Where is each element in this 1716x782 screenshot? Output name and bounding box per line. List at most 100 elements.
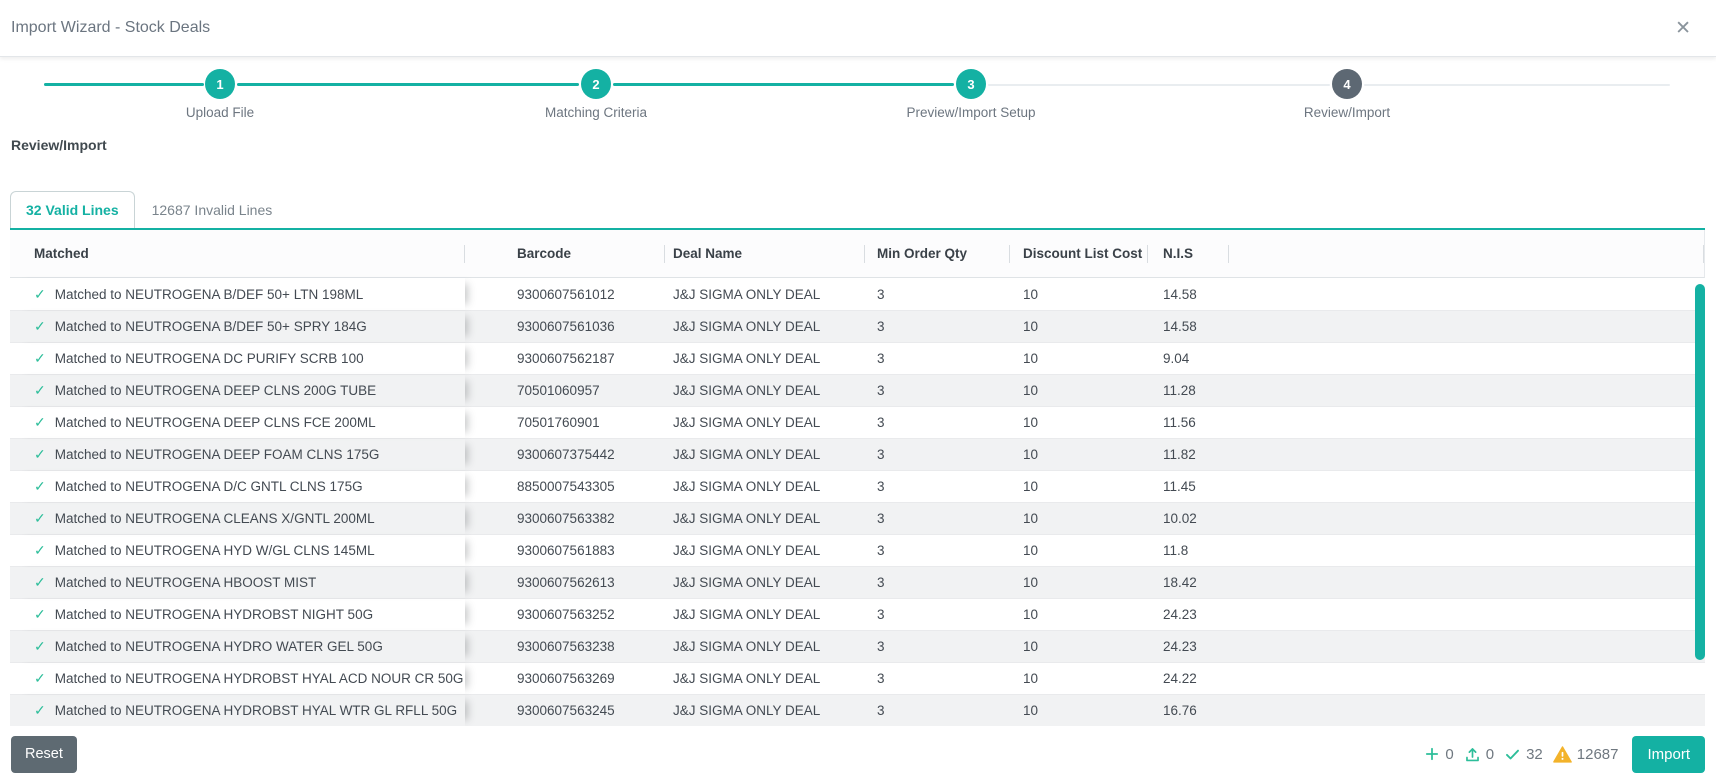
- dialog-footer: Reset 0 0 32 12687 Import: [0, 726, 1716, 782]
- barcode-cell: 9300607563245: [517, 703, 615, 718]
- barcode-cell: 9300607562187: [517, 351, 615, 366]
- step-3-label: Preview/Import Setup: [906, 105, 1036, 120]
- step-4-label: Review/Import: [1303, 105, 1391, 120]
- table-row[interactable]: ✓ Matched to NEUTROGENA D/C GNTL CLNS 17…: [10, 470, 1705, 502]
- matched-cell: ✓ Matched to NEUTROGENA DEEP CLNS 200G T…: [10, 375, 465, 406]
- table-row[interactable]: ✓ Matched to NEUTROGENA HYDRO WATER GEL …: [10, 630, 1705, 662]
- step-3-circle[interactable]: 3: [956, 69, 986, 99]
- nis-cell: 24.23: [1163, 607, 1197, 622]
- header-filler: [1229, 230, 1704, 277]
- table-row[interactable]: ✓ Matched to NEUTROGENA DEEP CLNS FCE 20…: [10, 406, 1705, 438]
- matched-text: Matched to NEUTROGENA D/C GNTL CLNS 175G: [54, 479, 363, 494]
- barcode-cell: 9300607561883: [517, 543, 615, 558]
- deal-name-cell: J&J SIGMA ONLY DEAL: [673, 351, 821, 366]
- header-discount-list-cost: Discount List Cost: [1010, 230, 1148, 277]
- barcode-cell: 70501760901: [517, 415, 600, 430]
- nis-cell: 10.02: [1163, 511, 1197, 526]
- barcode-cell: 9300607562613: [517, 575, 615, 590]
- nis-cell: 18.42: [1163, 575, 1197, 590]
- barcode-cell: 9300607561036: [517, 319, 615, 334]
- matched-cell: ✓ Matched to NEUTROGENA HYDROBST HYAL WT…: [10, 695, 465, 726]
- check-icon: ✓: [34, 510, 46, 526]
- step-1-label: Upload File: [185, 105, 255, 120]
- matched-cell: ✓ Matched to NEUTROGENA CLEANS X/GNTL 20…: [10, 503, 465, 534]
- discount-list-cost-cell: 10: [1023, 479, 1039, 494]
- table-row[interactable]: ✓ Matched to NEUTROGENA B/DEF 50+ LTN 19…: [10, 278, 1705, 310]
- min-order-qty-cell: 3: [877, 479, 885, 494]
- deal-name-cell: J&J SIGMA ONLY DEAL: [673, 703, 821, 718]
- deal-name-cell: J&J SIGMA ONLY DEAL: [673, 607, 821, 622]
- step-4-circle[interactable]: 4: [1332, 69, 1362, 99]
- close-icon[interactable]: ✕: [1675, 17, 1691, 39]
- step-2-circle[interactable]: 2: [581, 69, 611, 99]
- stepper-line-segment: [1364, 84, 1670, 86]
- discount-list-cost-cell: 10: [1023, 286, 1039, 302]
- nis-cell: 24.22: [1163, 671, 1197, 686]
- matched-cell: ✓ Matched to NEUTROGENA B/DEF 50+ LTN 19…: [10, 278, 465, 310]
- nis-cell: 14.58: [1163, 286, 1197, 302]
- min-order-qty-cell: 3: [877, 511, 885, 526]
- nis-cell: 11.56: [1163, 415, 1196, 430]
- vertical-scrollbar-thumb[interactable]: [1695, 284, 1705, 660]
- step-2-label: Matching Criteria: [544, 105, 648, 120]
- discount-list-cost-cell: 10: [1023, 511, 1039, 526]
- nis-cell: 11.28: [1163, 383, 1196, 398]
- matched-text: Matched to NEUTROGENA CLEANS X/GNTL 200M…: [54, 511, 375, 526]
- matched-text: Matched to NEUTROGENA B/DEF 50+ SPRY 184…: [54, 319, 367, 334]
- table-row[interactable]: ✓ Matched to NEUTROGENA CLEANS X/GNTL 20…: [10, 502, 1705, 534]
- matched-text: Matched to NEUTROGENA HBOOST MIST: [54, 575, 317, 590]
- matched-text: Matched to NEUTROGENA HYDRO WATER GEL 50…: [54, 639, 383, 654]
- table-row[interactable]: ✓ Matched to NEUTROGENA HBOOST MIST 9300…: [10, 566, 1705, 598]
- table-row[interactable]: ✓ Matched to NEUTROGENA HYD W/GL CLNS 14…: [10, 534, 1705, 566]
- table-row[interactable]: ✓ Matched to NEUTROGENA DC PURIFY SCRB 1…: [10, 342, 1705, 374]
- min-order-qty-cell: 3: [877, 383, 885, 398]
- tab-invalid-lines[interactable]: 12687 Invalid Lines: [151, 201, 273, 218]
- nis-cell: 9.04: [1163, 351, 1190, 366]
- page-title: Review/Import: [11, 137, 107, 153]
- check-icon: ✓: [34, 574, 46, 590]
- header-barcode: Barcode: [465, 230, 665, 277]
- matched-text: Matched to NEUTROGENA DEEP CLNS 200G TUB…: [54, 383, 377, 398]
- step-1-circle[interactable]: 1: [205, 69, 235, 99]
- check-icon: ✓: [34, 414, 46, 430]
- min-order-qty-cell: 3: [877, 703, 885, 718]
- barcode-cell: 8850007543305: [517, 479, 615, 494]
- deal-name-cell: J&J SIGMA ONLY DEAL: [673, 479, 821, 494]
- discount-list-cost-cell: 10: [1023, 607, 1039, 622]
- table-row[interactable]: ✓ Matched to NEUTROGENA HYDROBST HYAL WT…: [10, 694, 1705, 726]
- table-row[interactable]: ✓ Matched to NEUTROGENA B/DEF 50+ SPRY 1…: [10, 310, 1705, 342]
- reset-button[interactable]: Reset: [11, 735, 77, 773]
- table-row[interactable]: ✓ Matched to NEUTROGENA HYDROBST HYAL AC…: [10, 662, 1705, 694]
- nis-cell: 14.58: [1163, 319, 1197, 334]
- barcode-cell: 70501060957: [517, 383, 600, 398]
- matched-cell: ✓ Matched to NEUTROGENA HYDRO WATER GEL …: [10, 631, 465, 662]
- added-count: 0: [1445, 745, 1454, 763]
- deal-name-cell: J&J SIGMA ONLY DEAL: [673, 575, 821, 590]
- valid-count: 32: [1526, 745, 1543, 763]
- matched-text: Matched to NEUTROGENA HYD W/GL CLNS 145M…: [54, 543, 375, 558]
- header-nis: N.I.S: [1148, 230, 1229, 277]
- check-icon: ✓: [34, 606, 46, 622]
- matched-text: Matched to NEUTROGENA HYDROBST HYAL WTR …: [54, 703, 458, 718]
- discount-list-cost-cell: 10: [1023, 703, 1039, 718]
- import-button[interactable]: Import: [1632, 735, 1705, 773]
- min-order-qty-cell: 3: [877, 351, 885, 366]
- table-row[interactable]: ✓ Matched to NEUTROGENA HYDROBST NIGHT 5…: [10, 598, 1705, 630]
- check-icon: ✓: [34, 478, 46, 494]
- check-icon: ✓: [34, 702, 46, 718]
- discount-list-cost-cell: 10: [1023, 383, 1039, 398]
- dialog-title: Import Wizard - Stock Deals: [11, 19, 211, 36]
- header-matched: Matched: [10, 230, 465, 277]
- matched-text: Matched to NEUTROGENA DEEP CLNS FCE 200M…: [54, 415, 376, 430]
- matched-cell: ✓ Matched to NEUTROGENA HYDROBST HYAL AC…: [10, 663, 465, 694]
- discount-list-cost-cell: 10: [1023, 319, 1039, 334]
- nis-cell: 11.45: [1163, 479, 1196, 494]
- table-row[interactable]: ✓ Matched to NEUTROGENA DEEP CLNS 200G T…: [10, 374, 1705, 406]
- check-icon: ✓: [34, 285, 46, 302]
- matched-text: Matched to NEUTROGENA HYDROBST HYAL ACD …: [54, 671, 464, 686]
- tab-valid-lines[interactable]: 32 Valid Lines: [10, 191, 135, 228]
- barcode-cell: 9300607375442: [517, 447, 615, 462]
- table-row[interactable]: ✓ Matched to NEUTROGENA DEEP FOAM CLNS 1…: [10, 438, 1705, 470]
- matched-text: Matched to NEUTROGENA DC PURIFY SCRB 100: [54, 351, 364, 366]
- discount-list-cost-cell: 10: [1023, 415, 1039, 430]
